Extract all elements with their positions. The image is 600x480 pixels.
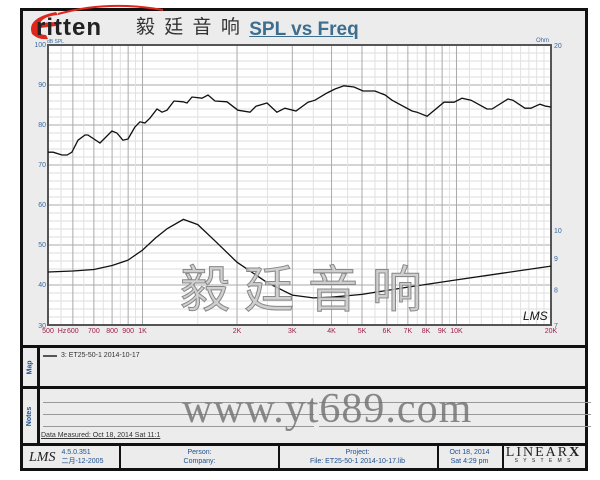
project-field: Project: [345,449,370,456]
legend-entry[interactable]: 3: ET25-50-1 2014-10-17 [43,352,140,359]
spl-chart: 500 600 700 800 900 1K 2K 3K 4K 5K 6K 7K 8K 9K 10K 20K H… [34,38,562,335]
build-date: 二月-12-2005 [61,458,104,465]
y-tick-label-left: 30 [38,323,46,330]
legend-swatch [43,354,57,357]
y-tick-label-left: 60 [38,202,46,209]
data-measured: Data Measured: Oct 18, 2014 Sat 11:1 [41,432,161,439]
x-tick-label: 800 [106,328,118,335]
x-tick-label: 9K [438,328,447,335]
y-axis-label-left: dB SPL [47,39,64,45]
person-field: Person: [187,449,212,456]
y-tick-label-right: 8 [554,287,558,294]
note-line[interactable] [319,426,591,427]
x-tick-label: 500 [42,328,54,335]
y-tick-label-left: 50 [38,242,46,249]
map-panel: Map 3: ET25-50-1 2014-10-17 [20,345,588,389]
x-tick-label: 600 [67,328,79,335]
watermark-cn: 毅廷音响 [180,262,436,319]
x-tick-label: 900 [122,328,134,335]
legend-text: 3: ET25-50-1 2014-10-17 [61,352,140,359]
notes-panel: Notes Data Measured: Oct 18, 2014 Sat 11… [20,386,591,446]
x-tick-label: 8K [422,328,431,335]
company-field: Company: [183,458,216,465]
x-tick-label: 700 [88,328,100,335]
y-tick-label-right: 20 [554,43,562,50]
x-tick-label: 3K [288,328,297,335]
x-tick-label: 1K [138,328,147,335]
x-tick-label: 6K [383,328,392,335]
version: 4.5.0.351 [61,449,91,456]
x-tick-label: 4K [327,328,336,335]
lms-stamp: LMS [523,309,548,323]
y-axis-label-right: Ohm [536,38,549,44]
linearx-logo: LINEARX S Y S T E M S [505,445,582,465]
y-tick-label-left: 90 [38,82,46,89]
x-tick-label: 10K [450,328,463,335]
x-tick-label: 7K [404,328,413,335]
brand-name: ritten [36,14,102,41]
y-tick-label-right: 9 [554,256,558,263]
watermark-url: www.yt689.com [182,386,473,432]
date: Oct 18, 2014 [449,449,490,456]
x-tick-label: 20K [545,328,558,335]
y-tick-label-left: 100 [34,42,46,49]
note-line[interactable] [43,426,314,427]
y-tick-label-right: 10 [554,228,562,235]
lms-logo: LMS [29,449,56,465]
footer: LMS 4.5.0.351 二月-12-2005 Person: Company… [20,443,588,471]
brand-cn-name: 毅 廷 音 响 [136,17,242,38]
file-field: File: ET25-50-1 2014-10-17.lib [310,458,405,465]
note-line[interactable] [319,402,591,403]
note-line[interactable] [319,414,591,415]
y-tick-label-left: 70 [38,162,46,169]
logo-swoosh-icon [31,4,164,40]
note-line[interactable] [43,402,314,403]
chart-title: SPL vs Freq [249,19,359,40]
time: Sat 4:29 pm [450,458,489,465]
notes-label: Notes [26,406,34,426]
impedance-curve [47,218,552,299]
y-tick-label-left: 40 [38,282,46,289]
plot-border [47,44,552,326]
map-label: Map [26,360,34,374]
x-tick-label: 2K [233,328,242,335]
x-unit-label: Hz [58,328,67,335]
spl-curve [48,85,552,156]
x-tick-label: 5K [358,328,367,335]
y-tick-label-left: 80 [38,122,46,129]
note-line[interactable] [43,414,314,415]
y-tick-label-right: 7 [554,323,558,330]
